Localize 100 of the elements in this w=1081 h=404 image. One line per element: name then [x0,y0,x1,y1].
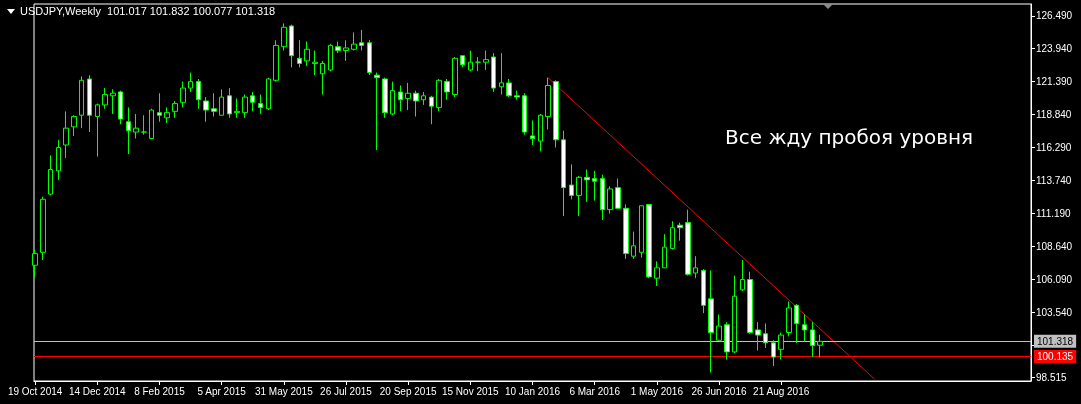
candlestick [48,154,53,196]
candlestick [716,313,722,341]
candlestick [405,82,411,111]
candlestick [126,106,131,155]
candlestick [71,114,77,137]
candlestick [778,332,784,361]
candlestick [670,220,675,251]
candlestick [545,77,551,130]
candlestick [429,95,434,125]
candlestick [234,97,240,119]
candlestick [219,88,224,116]
candlestick [266,77,271,111]
x-tick-label: 10 Jan 2016 [504,385,561,397]
candlestick [615,178,621,209]
candlestick [522,92,527,136]
ref-line-label: 101.318 [1037,335,1074,347]
candlestick [553,79,559,149]
candlestick [320,60,325,96]
candlestick [398,84,403,112]
candlestick [297,39,302,68]
y-tick-label: 121.390 [1036,76,1073,88]
y-tick-label: 116.290 [1036,142,1072,154]
candlestick [335,41,341,54]
candlestick [444,78,450,101]
candlestick [499,52,504,96]
candlestick [639,205,644,258]
candlestick [312,50,318,76]
y-tick-label: 123.940 [1036,43,1073,55]
candlestick [258,94,263,115]
candlestick [786,300,792,337]
candlestick [227,87,232,119]
candlestick [110,88,116,115]
candlestick [740,259,745,292]
candlestick [63,110,69,159]
candlestick [421,91,426,106]
candlestick [95,103,100,158]
candlestick [157,92,162,123]
y-tick-label: 103.540 [1036,307,1073,319]
candlestick [203,96,209,123]
y-tick-label: 108.640 [1036,241,1073,253]
candlestick [102,87,108,110]
candlestick [708,269,714,374]
candlestick [677,222,683,242]
candlestick [87,74,92,133]
candlestick [390,81,395,116]
candlestick [359,29,364,52]
candlestick [79,75,84,129]
candlestick [685,209,691,277]
candlestick [623,203,629,260]
candlestick [592,170,597,202]
candlestick [32,249,38,278]
candlestick [654,260,660,287]
x-tick-label: 26 Jul 2015 [320,385,373,397]
candlestick [514,90,520,101]
candlestick [452,56,458,98]
candlestick [289,24,294,68]
candlestick [413,90,419,118]
candlestick [506,78,512,98]
candlestick [802,313,807,343]
x-tick-label: 5 Apr 2015 [197,385,247,397]
x-tick-label: 6 Mar 2016 [569,385,621,397]
candlestick [367,39,372,76]
candlestick [281,22,287,52]
candlestick [211,92,217,118]
candlestick [771,339,776,367]
x-tick-label: 19 Oct 2014 [7,385,63,397]
x-tick-label: 20 Sep 2015 [379,385,437,397]
candlestick [460,55,465,68]
y-tick-label: 106.090 [1036,274,1073,286]
candlestick [701,268,706,314]
candlestick [250,91,255,112]
candlestick [343,39,349,62]
candlestick [196,78,201,110]
candlestick [118,90,123,125]
candlestick [794,303,799,344]
x-tick-label: 14 Dec 2014 [68,385,127,397]
x-tick-label: 15 Nov 2015 [441,385,500,397]
ref-line-label: 100.135 [1037,351,1074,363]
candlestick [561,130,566,217]
y-tick-label: 113.740 [1036,175,1072,187]
candlestick [747,271,753,335]
candlestick [374,72,380,151]
candlestick [755,321,761,352]
candlestick [40,196,46,261]
candlestick [242,94,248,119]
candlestick [576,175,582,217]
candlestick [328,43,333,72]
candlestick [538,113,543,152]
y-tick-label: 111.190 [1036,208,1072,220]
y-tick-label: 98.515 [1036,372,1068,384]
candlestick [436,78,442,112]
candlestick [763,322,768,349]
candlestick [188,72,193,93]
candlestick [724,321,730,361]
y-tick-label: 126.490 [1036,10,1073,22]
x-tick-label: 1 May 2016 [630,385,684,397]
annotation: Все жду пробоя уровня [725,125,974,149]
candlestick [56,139,61,181]
candlestick [475,56,481,72]
candlestick [468,50,473,72]
